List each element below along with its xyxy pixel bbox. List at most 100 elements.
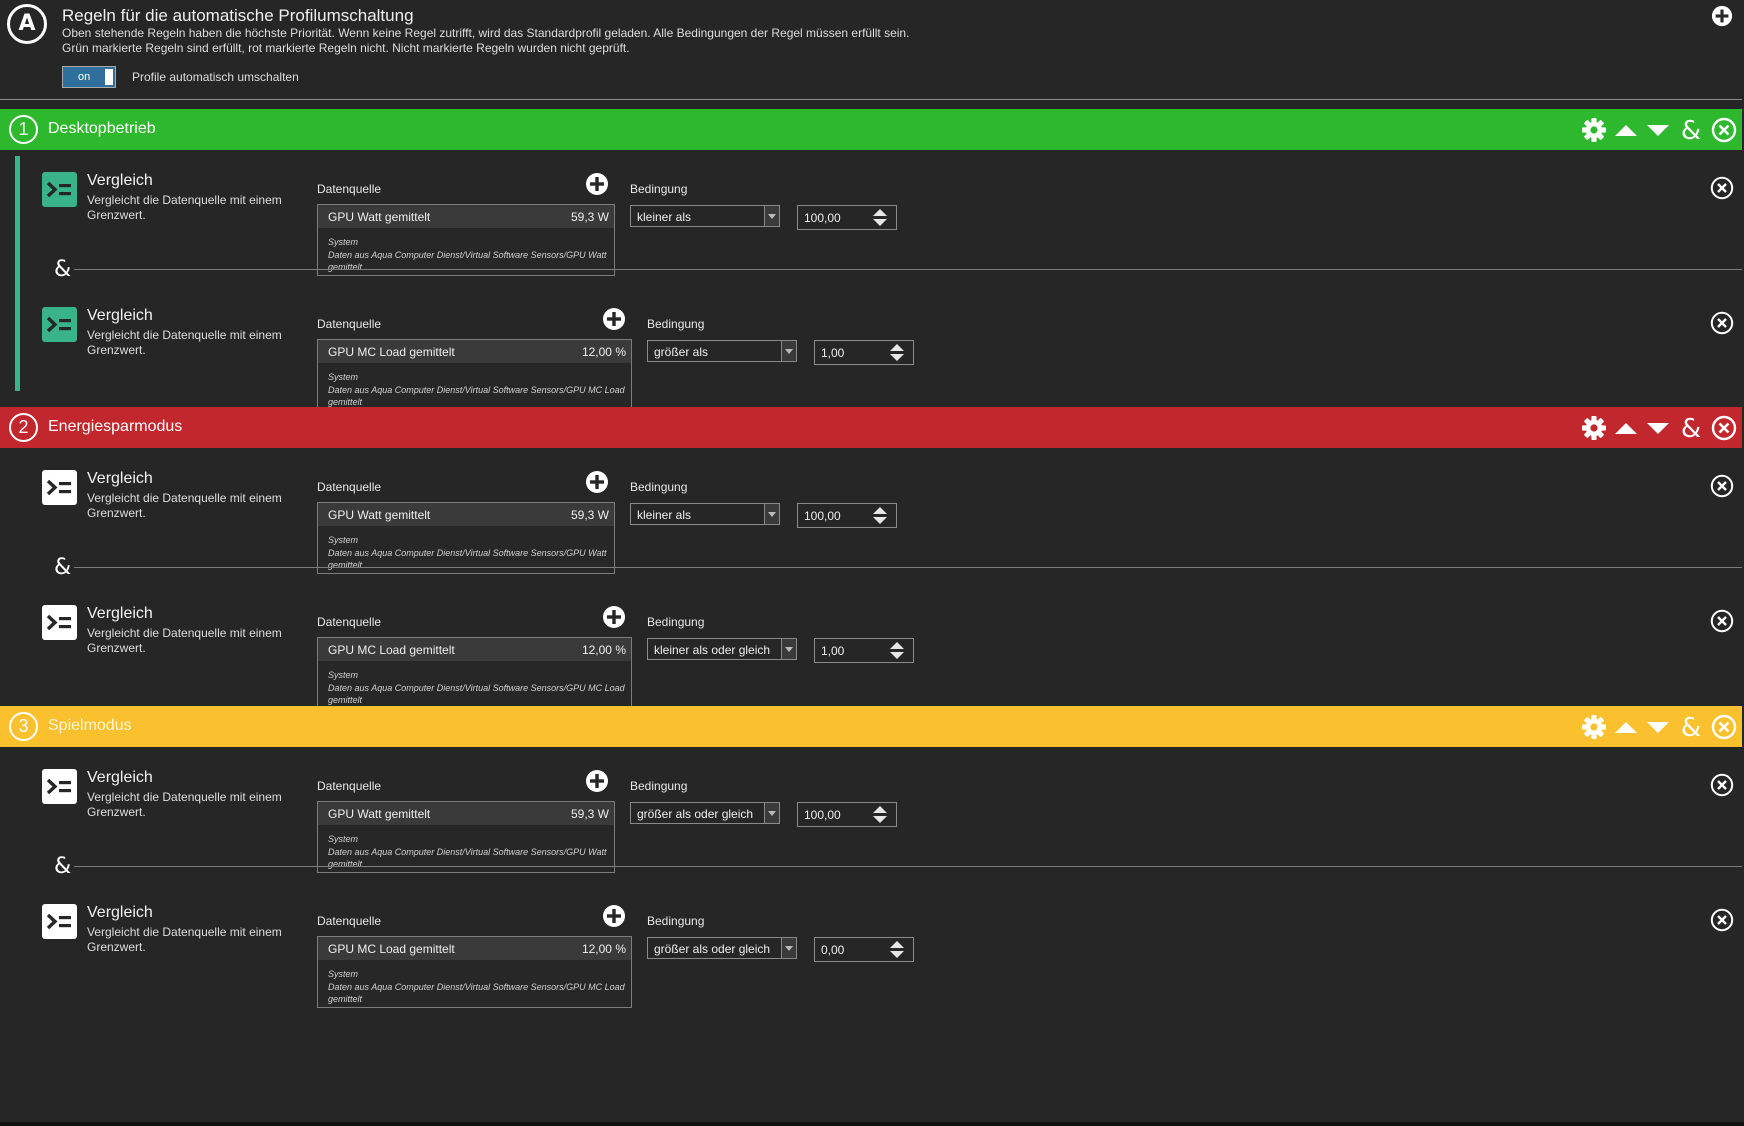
add-rule-plus-circle-icon[interactable] (1711, 5, 1733, 27)
threshold-spinbox[interactable]: 1,00 (814, 638, 914, 663)
toggle-state-label: on (78, 71, 91, 83)
datasource-selector[interactable]: GPU Watt gemittelt 59,3 W System Daten aus … (317, 801, 615, 873)
rule-number-badge: 3 (9, 712, 38, 741)
rule-settings-gear-icon[interactable] (1580, 713, 1608, 741)
rule-move-down-arrow-down-icon[interactable] (1644, 713, 1672, 741)
datasource-label: Datenquelle (317, 779, 382, 793)
spin-down-icon[interactable] (890, 354, 904, 361)
condition-type-title: Vergleich (87, 605, 153, 622)
datasource-selector[interactable]: GPU Watt gemittelt 59,3 W System Daten aus … (317, 502, 615, 574)
rule-delete-close-circle-icon[interactable] (1710, 414, 1738, 442)
spin-down-icon[interactable] (873, 816, 887, 823)
condition-type-description: Vergleicht die Datenquelle mit einem Gre… (87, 626, 282, 655)
condition-type-title: Vergleich (87, 769, 153, 786)
spin-down-icon[interactable] (890, 951, 904, 958)
condition-delete-close-circle-icon[interactable] (1710, 773, 1734, 797)
datasource-name: GPU MC Load gemittelt (328, 345, 455, 359)
condition-greater-equal-icon (42, 769, 77, 804)
spin-down-icon[interactable] (890, 652, 904, 659)
svg-text:&: & (1681, 414, 1701, 442)
datasource-add-plus-circle-icon[interactable] (602, 904, 626, 928)
datasource-selector[interactable]: GPU Watt gemittelt 59,3 W System Daten aus … (317, 204, 615, 276)
operator-select[interactable]: größer als oder gleich (647, 937, 797, 959)
auto-switch-toggle[interactable]: on (62, 66, 116, 88)
operator-select[interactable]: kleiner als (630, 503, 780, 525)
datasource-path: Daten aus Aqua Computer Dienst/Virtual S… (328, 847, 607, 869)
operator-select[interactable]: kleiner als oder gleich (647, 638, 797, 660)
datasource-path: Daten aus Aqua Computer Dienst/Virtual S… (328, 385, 625, 407)
condition-row: Vergleich Vergleicht die Datenquelle mit … (0, 882, 1744, 1032)
rule-active-bracket (15, 156, 20, 391)
datasource-selector[interactable]: GPU MC Load gemittelt 12,00 % System Daten … (317, 936, 632, 1008)
svg-text:&: & (1681, 713, 1701, 741)
operator-value: kleiner als oder gleich (654, 643, 771, 657)
spin-up-icon[interactable] (873, 806, 887, 813)
spin-up-icon[interactable] (873, 209, 887, 216)
datasource-value: 59,3 W (570, 807, 609, 821)
datasource-label: Datenquelle (317, 182, 382, 196)
condition-type-description: Vergleicht die Datenquelle mit einem Gre… (87, 491, 282, 520)
threshold-spinbox[interactable]: 100,00 (797, 503, 897, 528)
rule-add-condition-ampersand-icon[interactable]: & (1677, 116, 1705, 144)
threshold-spinbox[interactable]: 1,00 (814, 340, 914, 365)
condition-delete-close-circle-icon[interactable] (1710, 609, 1734, 633)
rule-settings-gear-icon[interactable] (1580, 414, 1608, 442)
operator-select[interactable]: größer als oder gleich (630, 802, 780, 824)
chevron-down-icon (764, 803, 779, 823)
condition-label: Bedingung (647, 914, 705, 928)
datasource-value: 12,00 % (581, 345, 626, 359)
spin-up-icon[interactable] (890, 344, 904, 351)
operator-select[interactable]: kleiner als (630, 205, 780, 227)
condition-delete-close-circle-icon[interactable] (1710, 908, 1734, 932)
threshold-spinbox[interactable]: 0,00 (814, 937, 914, 962)
threshold-spinbox[interactable]: 100,00 (797, 802, 897, 827)
rule-number-badge: 1 (9, 115, 38, 144)
rule-add-condition-ampersand-icon[interactable]: & (1677, 713, 1705, 741)
datasource-value: 12,00 % (581, 942, 626, 956)
datasource-add-plus-circle-icon[interactable] (602, 605, 626, 629)
datasource-add-plus-circle-icon[interactable] (585, 769, 609, 793)
condition-delete-close-circle-icon[interactable] (1710, 311, 1734, 335)
datasource-selector[interactable]: GPU MC Load gemittelt 12,00 % System Daten … (317, 637, 632, 709)
threshold-spinbox[interactable]: 100,00 (797, 205, 897, 230)
datasource-add-plus-circle-icon[interactable] (585, 172, 609, 196)
rule-add-condition-ampersand-icon[interactable]: & (1677, 414, 1705, 442)
rule-toolbar: & (1580, 414, 1738, 442)
operator-select[interactable]: größer als (647, 340, 797, 362)
condition-type-title: Vergleich (87, 307, 153, 324)
rule-name: Desktopbetrieb (48, 120, 156, 137)
rule-move-up-arrow-up-icon[interactable] (1612, 414, 1640, 442)
bottom-edge (0, 1122, 1744, 1126)
spin-up-icon[interactable] (890, 642, 904, 649)
datasource-group: System (328, 237, 359, 247)
operator-value: größer als oder gleich (637, 807, 754, 821)
condition-type-description: Vergleicht die Datenquelle mit einem Gre… (87, 193, 282, 222)
datasource-path: Daten aus Aqua Computer Dienst/Virtual S… (328, 683, 625, 705)
spin-up-icon[interactable] (873, 507, 887, 514)
datasource-selector[interactable]: GPU MC Load gemittelt 12,00 % System Daten … (317, 339, 632, 411)
spin-up-icon[interactable] (890, 941, 904, 948)
rule-delete-close-circle-icon[interactable] (1710, 713, 1738, 741)
rule-move-down-arrow-down-icon[interactable] (1644, 414, 1672, 442)
and-separator: & (0, 854, 1744, 879)
rule-delete-close-circle-icon[interactable] (1710, 116, 1738, 144)
ampersand-icon: & (54, 555, 72, 580)
rule-move-up-arrow-up-icon[interactable] (1612, 116, 1640, 144)
header-divider (0, 99, 1742, 100)
rule-move-up-arrow-up-icon[interactable] (1612, 713, 1640, 741)
chevron-down-icon (781, 341, 796, 361)
datasource-add-plus-circle-icon[interactable] (602, 307, 626, 331)
spin-down-icon[interactable] (873, 517, 887, 524)
datasource-label: Datenquelle (317, 615, 382, 629)
spin-down-icon[interactable] (873, 219, 887, 226)
condition-delete-close-circle-icon[interactable] (1710, 176, 1734, 200)
datasource-group: System (328, 834, 359, 844)
condition-type-title: Vergleich (87, 172, 153, 189)
datasource-add-plus-circle-icon[interactable] (585, 470, 609, 494)
condition-row: Vergleich Vergleicht die Datenquelle mit … (0, 747, 1744, 897)
condition-delete-close-circle-icon[interactable] (1710, 474, 1734, 498)
rule-move-down-arrow-down-icon[interactable] (1644, 116, 1672, 144)
operator-value: kleiner als (637, 210, 692, 224)
rule-settings-gear-icon[interactable] (1580, 116, 1608, 144)
condition-type-description: Vergleicht die Datenquelle mit einem Gre… (87, 328, 282, 357)
